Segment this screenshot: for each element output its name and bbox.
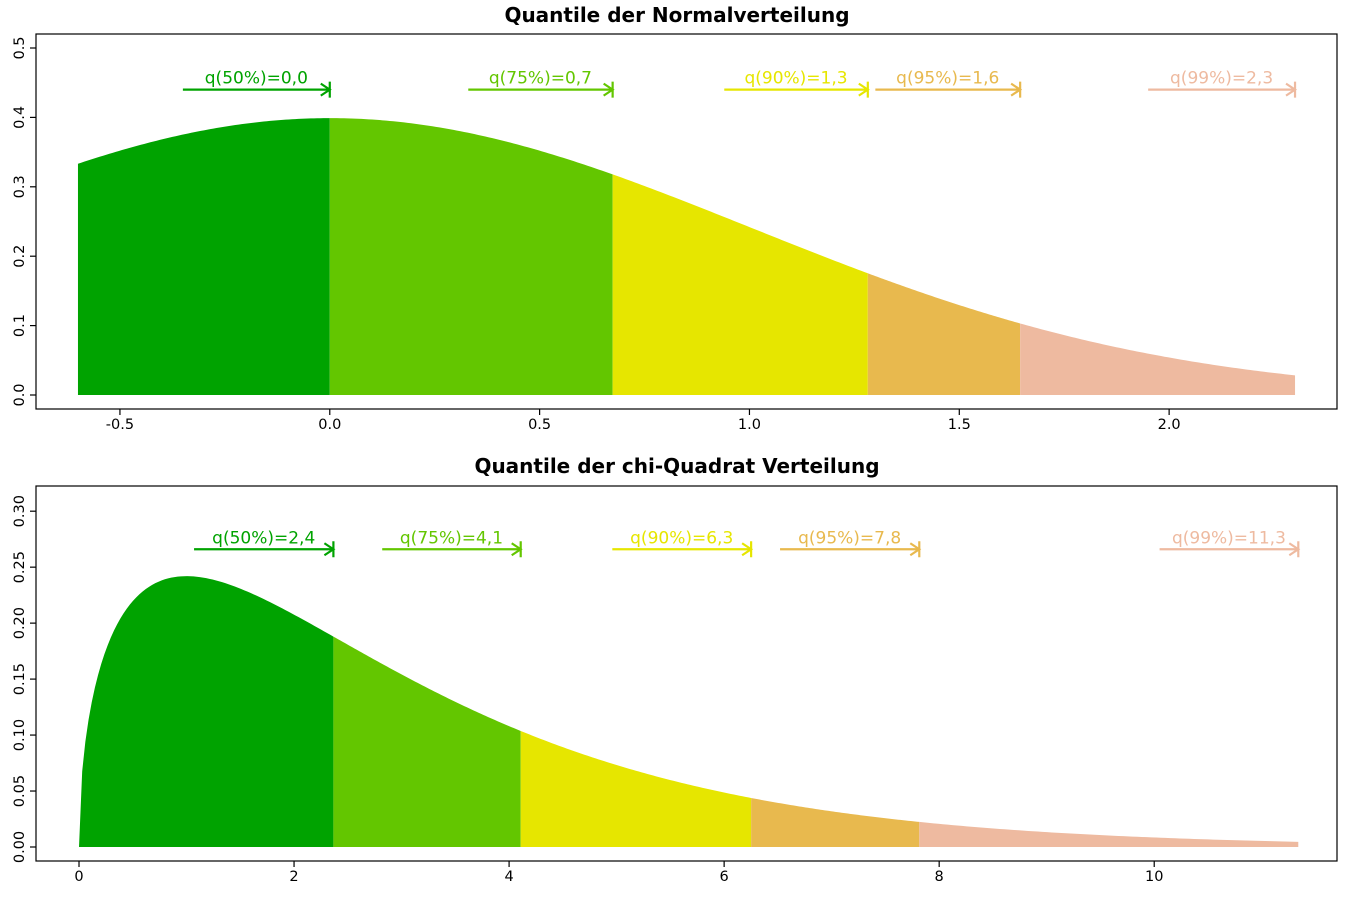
y-tick-label: 0.0 [12, 383, 28, 406]
area-95pct [867, 273, 1021, 395]
y-tick-label: 0.30 [12, 495, 28, 527]
quantile-arrow-90pct: q(90%)=1,3 [724, 69, 870, 98]
x-tick-label: 0 [74, 869, 83, 885]
y-tick-label: 0.25 [12, 551, 28, 583]
x-tick-label: -0.5 [106, 417, 134, 433]
area-group [79, 576, 1299, 847]
quantile-arrow-90pct: q(90%)=6,3 [612, 528, 754, 558]
x-tick-label: 2.0 [1158, 417, 1181, 433]
x-tick-label: 4 [504, 869, 513, 885]
quantile-arrow-50pct: q(50%)=2,4 [194, 528, 336, 558]
quantile-label: q(50%)=0,0 [205, 69, 308, 89]
y-tick-label: 0.20 [12, 607, 28, 639]
quantile-arrows: q(50%)=2,4 q(75%)=4,1 q(90%)=6,3 q(95%)=7,8… [194, 528, 1301, 558]
quantile-arrow-50pct: q(50%)=0,0 [182, 69, 332, 98]
quantile-label: q(90%)=1,3 [744, 69, 847, 89]
quantile-arrow-99pct: q(99%)=2,3 [1148, 69, 1298, 98]
y-tick-label: 0.5 [12, 36, 28, 59]
quantile-arrow-95pct: q(95%)=7,8 [780, 528, 922, 558]
quantile-arrow-75pct: q(75%)=4,1 [382, 528, 523, 558]
y-tick-label: 0.15 [12, 663, 28, 695]
x-tick-label: 8 [935, 869, 944, 885]
quantile-arrows: q(50%)=0,0 q(75%)=0,7 q(90%)=1,3 q(95%)=1,6… [182, 69, 1298, 98]
y-tick-label: 0.1 [12, 314, 28, 337]
quantile-label: q(75%)=4,1 [400, 528, 503, 548]
area-75pct [333, 636, 521, 847]
area-50pct [77, 118, 330, 395]
area-90pct [520, 730, 752, 847]
chi-squared-quantile-panel: Quantile der chi-Quadrat Verteilung q(50… [12, 454, 1338, 885]
x-tick-label: 0.5 [528, 417, 551, 433]
quantile-label: q(95%)=7,8 [798, 528, 901, 548]
quantile-label: q(95%)=1,6 [896, 69, 999, 89]
area-75pct [329, 118, 613, 395]
quantile-label: q(90%)=6,3 [630, 528, 733, 548]
quantile-arrow-75pct: q(75%)=0,7 [468, 69, 615, 98]
area-group [77, 118, 1296, 395]
area-90pct [612, 174, 868, 395]
y-tick-label: 0.10 [12, 719, 28, 751]
quantile-label: q(75%)=0,7 [489, 69, 592, 89]
chart-title: Quantile der Normalverteilung [504, 3, 849, 27]
quantile-label: q(50%)=2,4 [212, 528, 315, 548]
quantile-arrow-95pct: q(95%)=1,6 [875, 69, 1023, 98]
x-tick-label: 10 [1145, 869, 1163, 885]
chart-title: Quantile der chi-Quadrat Verteilung [474, 454, 879, 478]
x-axis: 0 2 4 6 8 10 [74, 861, 1163, 885]
area-50pct [79, 576, 334, 847]
plot-frame [35, 33, 1338, 410]
y-tick-label: 0.05 [12, 775, 28, 807]
x-tick-label: 2 [289, 869, 298, 885]
area-95pct [751, 797, 920, 847]
quantile-label: q(99%)=11,3 [1172, 528, 1286, 548]
x-axis: -0.5 0.0 0.5 1.0 1.5 2.0 [106, 409, 1181, 433]
plot-frame [35, 485, 1338, 862]
area-99pct [919, 821, 1299, 847]
y-tick-label: 0.00 [12, 831, 28, 863]
x-tick-label: 1.0 [738, 417, 761, 433]
y-tick-label: 0.2 [12, 245, 28, 268]
quantile-label: q(99%)=2,3 [1170, 69, 1273, 89]
y-tick-label: 0.3 [12, 175, 28, 198]
x-tick-label: 6 [720, 869, 729, 885]
quantile-arrow-99pct: q(99%)=11,3 [1159, 528, 1301, 558]
x-tick-label: 0.0 [318, 417, 341, 433]
area-99pct [1020, 323, 1296, 395]
y-tick-label: 0.4 [12, 106, 28, 129]
y-axis: 0.00 0.05 0.10 0.15 0.20 0.25 0.30 [12, 495, 36, 863]
normal-quantile-panel: Quantile der Normalverteilung q(50%)=0,0… [12, 3, 1338, 433]
y-axis: 0.0 0.1 0.2 0.3 0.4 0.5 [12, 36, 36, 407]
x-tick-label: 1.5 [948, 417, 971, 433]
